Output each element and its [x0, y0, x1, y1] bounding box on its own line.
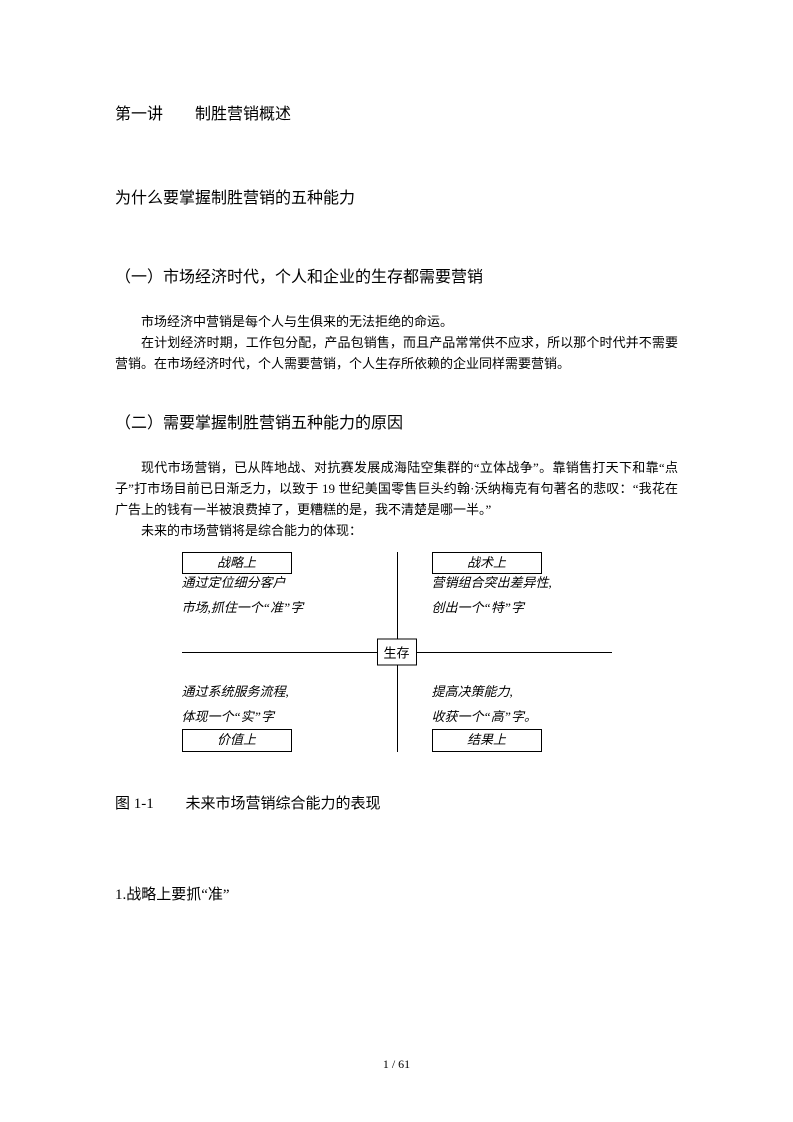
- section-title: 为什么要掌握制胜营销的五种能力: [115, 184, 678, 208]
- quad-bl-line1: 通过系统服务流程,: [182, 683, 362, 702]
- quad-tr-label: 战术上: [432, 552, 542, 575]
- figure-text: 未来市场营销综合能力的表现: [186, 792, 381, 813]
- quad-tl-line2: 市场,抓住一个“准”字: [182, 599, 362, 618]
- quad-br-line1: 提高决策能力,: [432, 683, 612, 702]
- item-1-heading: 1.战略上要抓“准”: [115, 883, 678, 904]
- figure-caption: 图 1-1 未来市场营销综合能力的表现: [115, 792, 678, 813]
- subsection-1-body: 市场经济中营销是每个人与生俱来的无法拒绝的命运。 在计划经济时期，工作包分配，产…: [115, 312, 678, 374]
- sub1-p1: 市场经济中营销是每个人与生俱来的无法拒绝的命运。: [115, 312, 678, 333]
- quad-top-left: 战略上 通过定位细分客户 市场,抓住一个“准”字: [182, 552, 362, 619]
- subsection-2-body: 现代市场营销，已从阵地战、对抗赛发展成海陆空集群的“立体战争”。靠销售打天下和靠…: [115, 458, 678, 541]
- quad-bl-label: 价值上: [182, 729, 292, 752]
- quad-tl-line1: 通过定位细分客户: [182, 574, 362, 593]
- quad-bl-line2: 体现一个“实”字: [182, 708, 362, 727]
- quad-tr-line2: 创出一个“特”字: [432, 599, 612, 618]
- lecture-title: 第一讲 制胜营销概述: [115, 100, 678, 124]
- quad-bottom-left: 通过系统服务流程, 体现一个“实”字 价值上: [182, 683, 362, 752]
- quadrant-diagram: 生存 战略上 通过定位细分客户 市场,抓住一个“准”字 战术上 营销组合突出差异…: [182, 552, 612, 752]
- lecture-label: 第一讲: [115, 100, 163, 124]
- sub2-p1: 现代市场营销，已从阵地战、对抗赛发展成海陆空集群的“立体战争”。靠销售打天下和靠…: [115, 458, 678, 520]
- diagram-center: 生存: [376, 638, 416, 665]
- quad-bottom-right: 提高决策能力, 收获一个“高”字。 结果上: [432, 683, 612, 752]
- lecture-name: 制胜营销概述: [195, 100, 291, 124]
- sub2-p2: 未来的市场营销将是综合能力的体现：: [115, 521, 678, 542]
- quad-top-right: 战术上 营销组合突出差异性, 创出一个“特”字: [432, 552, 612, 619]
- figure-number: 图 1-1: [115, 792, 154, 813]
- subsection-1-title: （一）市场经济时代，个人和企业的生存都需要营销: [115, 263, 678, 287]
- quad-tr-line1: 营销组合突出差异性,: [432, 574, 612, 593]
- page-number: 1 / 61: [0, 1057, 793, 1072]
- subsection-2-title: （二）需要掌握制胜营销五种能力的原因: [115, 409, 678, 433]
- quad-br-line2: 收获一个“高”字。: [432, 708, 612, 727]
- sub1-p2: 在计划经济时期，工作包分配，产品包销售，而且产品常常供不应求，所以那个时代并不需…: [115, 333, 678, 375]
- quad-tl-label: 战略上: [182, 552, 292, 575]
- quad-br-label: 结果上: [432, 729, 542, 752]
